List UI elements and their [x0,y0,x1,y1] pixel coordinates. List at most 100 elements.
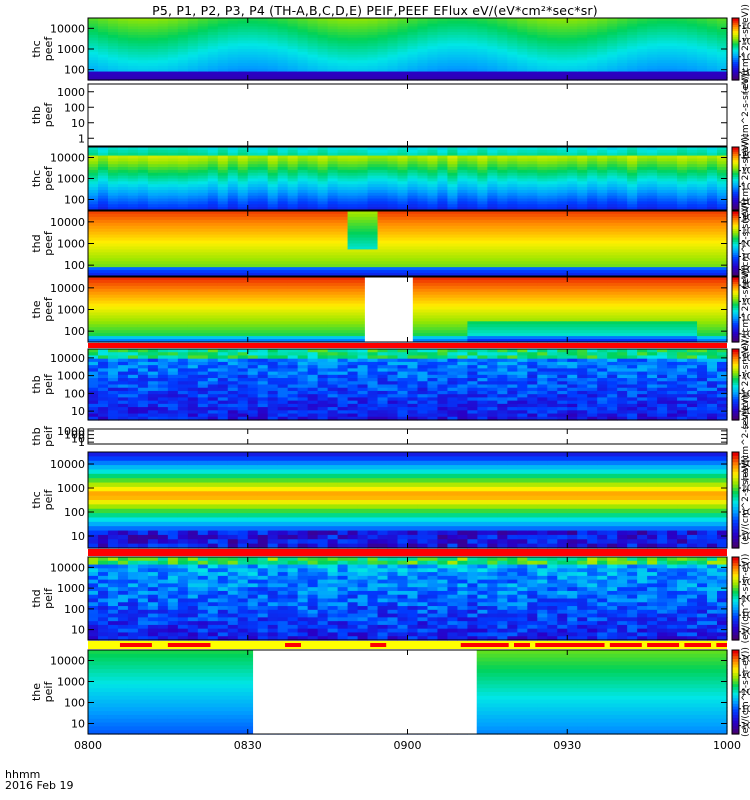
spectrogram-cell [107,187,119,191]
spectrogram-cell [377,201,389,205]
spectrogram-cell [217,169,229,174]
spectrogram-cell [667,40,678,44]
spectrogram-cell [107,51,119,56]
spectrogram-cell [657,26,668,30]
spectrogram-cell [337,158,349,162]
spectrogram-cell [227,26,239,30]
spectrogram-cell [257,216,269,221]
spectrogram-cell [667,207,678,211]
spectrogram-cell [307,149,319,154]
spectrogram-cell [527,181,538,185]
spectrogram-cell [357,240,369,245]
spectrogram-cell [137,167,149,171]
spectrogram-cell [337,178,349,182]
spectrogram-cell [357,201,369,205]
spectrogram-cell [697,164,708,168]
spectrogram-cell [497,158,508,162]
spectrogram-cell [477,147,488,151]
spectrogram-cell [447,71,459,75]
spectrogram-cell [537,57,548,61]
spectrogram-cell [277,65,289,70]
spectrogram-cell [88,74,99,78]
spectrogram-cell [627,189,638,194]
spectrogram-cell [667,46,678,50]
spectrogram-cell [107,26,119,30]
spectrogram-cell [507,32,518,36]
spectrogram-cell [177,60,189,64]
spectrogram-cell [187,204,199,208]
spectrogram-cell [227,23,239,28]
spectrogram-cell [647,169,658,174]
spectrogram-cell [217,195,229,200]
spectrogram-cell [427,207,439,211]
spectrogram-cell [107,240,119,245]
spectrogram-cell [137,49,149,53]
spectrogram-cell [237,54,249,59]
spectrogram-cell [587,204,598,208]
spectrogram-cell [367,261,379,265]
spectrogram-cell [387,273,399,277]
spectrogram-cell [617,43,628,47]
spectrogram-cell [207,149,219,154]
spectrogram-cell [627,49,638,53]
spectrogram-cell [597,189,608,194]
spectrogram-cell [297,43,309,47]
spectrogram-cell [257,246,269,250]
spectrogram-cell [527,184,538,188]
spectrogram-cell [507,51,518,56]
spectrogram-cell [127,49,139,53]
spectrogram-cell [227,158,239,162]
spectrogram-cell [147,167,159,171]
spectrogram-cell [207,211,219,215]
spectrogram-cell [617,23,628,28]
spectrogram-cell [387,167,399,171]
spectrogram-cell [347,54,359,59]
spectrogram-cell [217,149,229,154]
spectrogram-cell [297,237,309,242]
spectrogram-cell [537,198,548,203]
spectrogram-cell [437,77,449,81]
spectrogram-cell [207,172,219,177]
spectrogram-cell [337,211,349,215]
colorbar-title: (eV/(cm^2-s-sr-eV)) [741,134,750,224]
spectrogram-cell [557,155,568,160]
spectrogram-cell [257,32,269,36]
spectrogram-cell [177,252,189,256]
spectrogram-cell [477,195,488,200]
spectrogram-cell [267,175,279,180]
spectrogram-cell [187,270,199,274]
spectrogram-cell [237,149,249,154]
spectrogram-cell [247,258,259,262]
spectrogram-cell [177,175,189,180]
spectrogram-cell [557,167,568,171]
spectrogram-cell [307,249,319,253]
spectrogram-cell [507,68,518,73]
spectrogram-cell [277,243,289,248]
spectrogram-cell [547,195,558,200]
spectrogram-cell [157,270,169,274]
spectrogram-cell [557,181,568,185]
spectrogram-cell [647,192,658,197]
spectrogram-cell [177,237,189,242]
spectrogram-cell [317,181,329,185]
spectrogram-cell [327,43,339,47]
spectrogram-cell [237,23,249,28]
spectrogram-cell [317,234,329,239]
y-tick-label: 10000 [50,152,85,165]
spectrogram-cell [627,167,638,171]
spectrogram-cell [387,178,399,182]
spectrogram-cell [347,18,359,22]
spectrogram-cell [397,161,409,165]
spectrogram-cell [577,192,588,197]
spectrogram-cell [307,270,319,274]
spectrogram-cell [387,192,399,197]
spectrogram-cell [347,213,359,218]
spectrogram-cell [377,243,389,248]
spectrogram-cell [88,18,99,22]
spectrogram-cell [397,20,409,25]
spectrogram-cell [287,149,299,154]
spectrogram-cell [507,23,518,28]
spectrogram-cell [117,225,129,230]
spectrogram-cell [287,219,299,224]
spectrogram-cell [88,211,99,215]
